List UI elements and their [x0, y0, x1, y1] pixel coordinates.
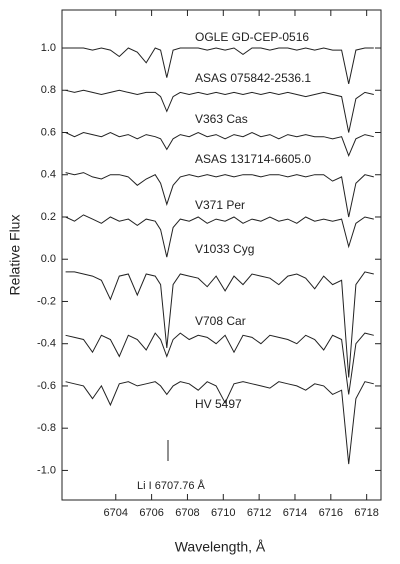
x-tick-label: 6710	[211, 507, 235, 519]
spectrum-line	[65, 381, 374, 465]
annotation: Li I 6707.76 Å	[137, 479, 206, 492]
spectrum-line	[65, 131, 374, 158]
y-tick-label: 1.0	[41, 42, 56, 54]
x-tick-label: 6716	[319, 507, 343, 519]
x-tick-label: 6708	[175, 507, 199, 519]
x-tick-label: 6714	[283, 507, 307, 519]
series-label: V708 Car	[195, 314, 246, 328]
x-tick-label: 6718	[354, 507, 378, 519]
y-axis-label: Relative Flux	[7, 215, 23, 296]
spectrum-line	[65, 89, 374, 133]
series-label: HV 5497	[195, 397, 242, 411]
y-tick-label: 0.8	[41, 84, 56, 96]
series-label: ASAS 131714-6605.0	[195, 152, 311, 166]
series-label: V371 Per	[195, 198, 245, 212]
x-tick-label: 6712	[247, 507, 271, 519]
x-tick-label: 6706	[139, 507, 163, 519]
x-tick-label: 6704	[104, 507, 128, 519]
y-tick-label: 0.2	[41, 211, 56, 223]
spectrum-line	[65, 47, 374, 85]
y-tick-label: -0.6	[37, 380, 56, 392]
y-tick-label: -1.0	[37, 464, 56, 476]
series-label: OGLE GD-CEP-0516	[195, 30, 309, 44]
y-tick-label: -0.2	[37, 295, 56, 307]
y-tick-label: 0.6	[41, 126, 56, 138]
spectrum-line	[65, 214, 374, 258]
series-label: V1033 Cyg	[195, 242, 254, 256]
y-tick-label: 0.4	[41, 169, 56, 181]
series-label: ASAS 075842-2536.1	[195, 71, 311, 85]
y-tick-label: 0.0	[41, 253, 56, 265]
x-axis-label: Wavelength, Å	[175, 539, 266, 555]
plot-frame	[61, 9, 382, 501]
series-label: V363 Cas	[195, 112, 248, 126]
spectrum-line	[65, 172, 374, 218]
spectrum-line	[65, 271, 374, 378]
y-tick-label: -0.8	[37, 422, 56, 434]
y-tick-label: -0.4	[37, 338, 56, 350]
spectrum-line	[65, 332, 374, 395]
